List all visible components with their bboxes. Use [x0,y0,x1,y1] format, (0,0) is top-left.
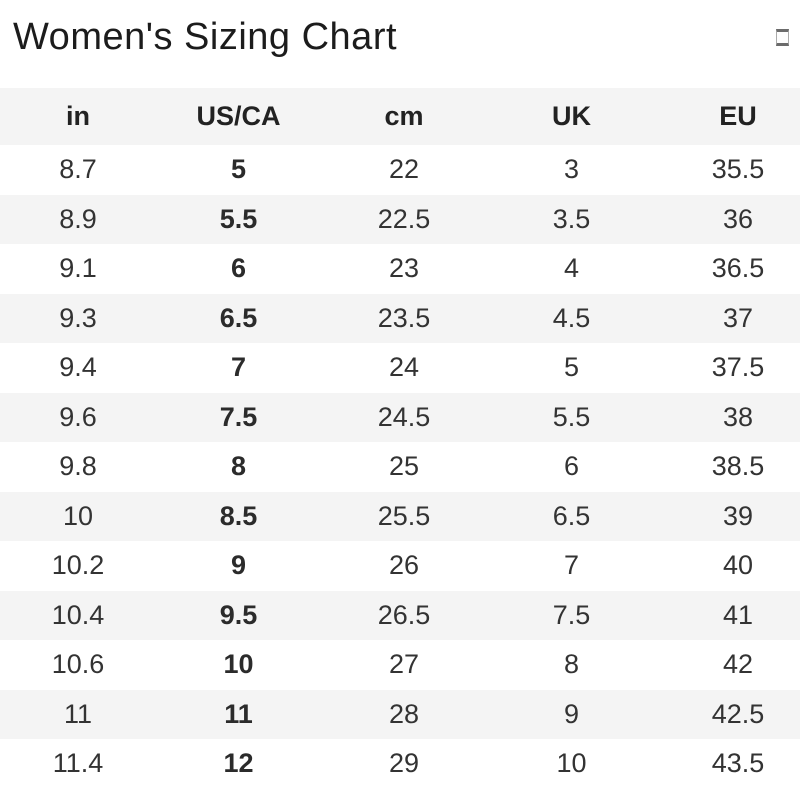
table-cell: 8.7 [59,154,97,185]
sizing-table: in US/CA cm UK EU 8.7 5 22 3 35.5 8.9 5.5 22.5 3.5 36… [0,88,800,789]
table-cell: 24 [388,352,420,383]
table-row: 10.4 9.5 26.5 7.5 41 [0,590,800,640]
table-cell: 9.3 [59,302,97,333]
table-cell: 23 [388,253,420,284]
table-cell: 11.4 [52,748,104,779]
table-cell: 23.5 [377,302,431,333]
table-cell: 36 [722,203,754,234]
table-cell: 37.5 [711,352,765,383]
table-cell: 8.5 [219,500,258,531]
table-cell: 7 [563,550,580,581]
table-cell: 39 [722,500,754,531]
page-header: Women's Sizing Chart [0,0,800,88]
table-cell: 10 [223,649,254,680]
column-header-cm: cm [321,88,487,145]
table-cell: 8.9 [59,203,97,234]
table-cell: 3 [563,154,580,185]
table-cell: 42 [722,649,754,680]
table-cell: 9 [563,698,580,729]
page-title: Women's Sizing Chart [13,16,398,58]
table-row: 10 8.5 25.5 6.5 39 [0,491,800,541]
table-cell: 6.5 [219,302,258,333]
table-cell: 26 [388,550,420,581]
table-row: 11 11 28 9 42.5 [0,689,800,739]
table-body: 8.7 5 22 3 35.5 8.9 5.5 22.5 3.5 36 9.1 6 23 4 36.5 9.3… [0,145,800,789]
table-cell: 42.5 [711,698,765,729]
square-outline-icon[interactable] [776,29,789,46]
table-cell: 5 [563,352,580,383]
table-cell: 6.5 [552,500,591,531]
table-cell: 10.6 [51,649,105,680]
table-cell: 40 [722,550,754,581]
table-cell: 8 [563,649,580,680]
table-cell: 35.5 [711,154,765,185]
table-cell: 25 [388,451,420,482]
table-cell: 41 [722,599,754,630]
table-cell: 22 [388,154,420,185]
table-row: 8.7 5 22 3 35.5 [0,145,800,195]
table-row: 9.1 6 23 4 36.5 [0,244,800,294]
table-cell: 9.8 [59,451,97,482]
table-cell: 9.1 [59,253,97,284]
table-cell: 25.5 [377,500,431,531]
table-cell: 8 [230,451,247,482]
table-cell: 6 [230,253,247,284]
table-cell: 22.5 [377,203,431,234]
column-header-uk: UK [487,88,656,145]
table-cell: 11 [224,698,253,729]
table-row: 10.2 9 26 7 40 [0,541,800,591]
table-cell: 6 [563,451,580,482]
table-cell: 38 [722,401,754,432]
column-header-eu: EU [656,88,800,145]
table-cell: 7.5 [552,599,591,630]
table-cell: 12 [223,748,254,779]
column-header-us-ca: US/CA [156,88,321,145]
table-cell: 9 [230,550,247,581]
table-cell: 7.5 [219,401,258,432]
table-row: 9.6 7.5 24.5 5.5 38 [0,392,800,442]
table-cell: 27 [388,649,420,680]
table-cell: 10.4 [51,599,105,630]
table-cell: 38.5 [711,451,765,482]
table-cell: 24.5 [377,401,431,432]
table-head: in US/CA cm UK EU [0,88,800,145]
column-header-in: in [0,88,156,145]
table-cell: 9.6 [59,401,97,432]
table-row: 9.3 6.5 23.5 4.5 37 [0,293,800,343]
header-row: in US/CA cm UK EU [0,88,800,145]
table-row: 8.9 5.5 22.5 3.5 36 [0,194,800,244]
table-cell: 9.5 [219,599,258,630]
table-cell: 11 [63,698,93,729]
table-cell: 4 [563,253,580,284]
table-cell: 4.5 [552,302,591,333]
table-cell: 10.2 [51,550,105,581]
table-cell: 10 [62,500,94,531]
table-cell: 5.5 [552,401,591,432]
table-row: 9.8 8 25 6 38.5 [0,442,800,492]
table-cell: 26.5 [377,599,431,630]
table-cell: 5.5 [219,203,258,234]
table-cell: 9.4 [59,352,97,383]
table-cell: 3.5 [552,203,591,234]
table-cell: 43.5 [711,748,765,779]
table-cell: 7 [230,352,247,383]
table-row: 11.4 12 29 10 43.5 [0,739,800,789]
table-cell: 5 [230,154,247,185]
table-row: 10.6 10 27 8 42 [0,640,800,690]
table-cell: 37 [722,302,754,333]
table-cell: 10 [556,748,587,779]
table-row: 9.4 7 24 5 37.5 [0,343,800,393]
table-cell: 36.5 [711,253,765,284]
table-cell: 28 [388,698,420,729]
table-cell: 29 [388,748,420,779]
sizing-table-container: in US/CA cm UK EU 8.7 5 22 3 35.5 8.9 5.5 22.5 3.5 36… [0,88,800,789]
